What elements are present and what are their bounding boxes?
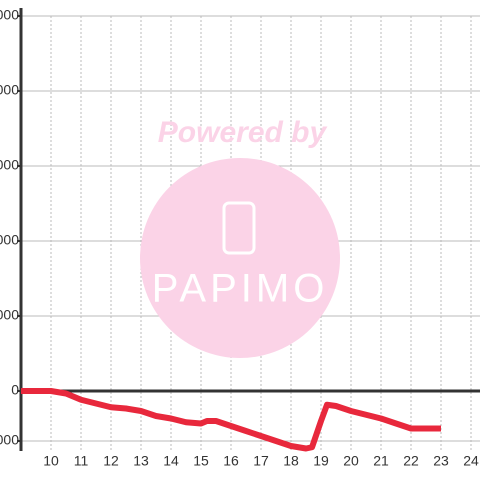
x-tick-label: 21 [373, 453, 389, 469]
x-tick-label: 18 [283, 453, 299, 469]
x-tick-label: 22 [403, 453, 419, 469]
x-tick-label: 23 [433, 453, 449, 469]
x-tick-label: 12 [103, 453, 119, 469]
watermark-icon [222, 201, 256, 255]
watermark-circle [140, 158, 340, 358]
x-tick-label: 15 [193, 453, 209, 469]
x-tick-label: 24 [463, 453, 479, 469]
x-tick-label: 13 [133, 453, 149, 469]
x-tick-label: 11 [74, 453, 89, 469]
line-series [21, 388, 441, 452]
x-tick-label: 19 [313, 453, 329, 469]
x-tick-label: 16 [223, 453, 239, 469]
x-tick-label: 10 [43, 453, 59, 469]
watermark-logo: PAPIMO [152, 267, 329, 311]
y-tick-label: 150,000 [0, 7, 19, 23]
y-tick-label: 90,000 [0, 157, 19, 173]
watermark-text: Powered by [158, 116, 328, 149]
x-tick-label: 17 [253, 453, 269, 469]
x-tick-label: 20 [343, 453, 359, 469]
y-tick-label: -20,000 [0, 432, 19, 448]
y-tick-label: 0 [11, 382, 19, 398]
watermark: Powered by PAPIMO [140, 116, 340, 358]
y-tick-label: 30,000 [0, 307, 19, 323]
x-tick-label: 14 [163, 453, 179, 469]
y-tick-label: 120,000 [0, 82, 19, 98]
y-tick-label: 60,000 [0, 232, 19, 248]
